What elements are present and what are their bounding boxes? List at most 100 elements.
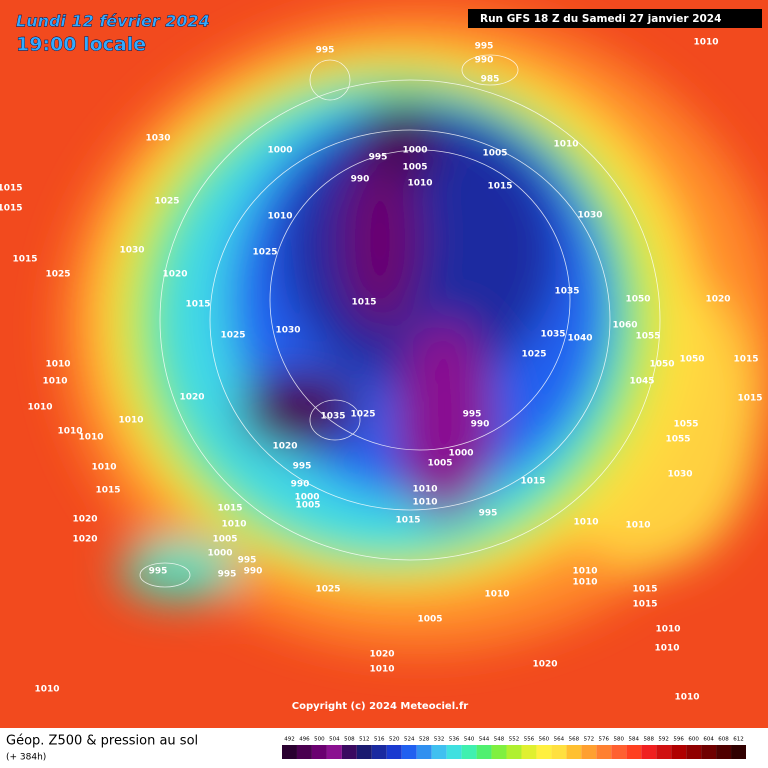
pressure-label: 1000: [267, 146, 292, 156]
scale-label: 556: [524, 737, 535, 743]
pressure-label: 1020: [179, 393, 204, 403]
pressure-label: 1025: [154, 197, 179, 207]
scale-cell: [731, 745, 746, 759]
pressure-label: 1020: [532, 660, 557, 670]
scale-label: 600: [688, 737, 699, 743]
scale-label: 612: [733, 737, 744, 743]
scale-label: 524: [404, 737, 415, 743]
pressure-label: 1020: [72, 515, 97, 525]
scale-label: 608: [718, 737, 729, 743]
pressure-label: 1030: [275, 326, 300, 336]
pressure-label: 1010: [655, 625, 680, 635]
scale-label: 592: [658, 737, 669, 743]
pressure-label: 1015: [185, 300, 210, 310]
scale-cell: [611, 745, 627, 759]
pressure-label: 1000: [448, 449, 473, 459]
scale-cell: [431, 745, 447, 759]
pressure-label: 1000: [402, 146, 427, 156]
scale-label: 504: [329, 737, 340, 743]
scale-label: 584: [628, 737, 639, 743]
pressure-label: 1000: [207, 549, 232, 559]
scale-label: 572: [584, 737, 595, 743]
pressure-label: 1030: [577, 211, 602, 221]
pressure-label: 995: [238, 556, 257, 566]
pressure-label: 1010: [27, 403, 52, 413]
color-scale: 492 496 500 504 508 512 516 520 524 528 532 536 540 5…: [282, 737, 746, 759]
pressure-label: 1005: [402, 163, 427, 173]
scale-label: 532: [434, 737, 445, 743]
pressure-label: 1060: [612, 321, 637, 331]
pressure-label: 1010: [484, 590, 509, 600]
pressure-label: 990: [471, 420, 490, 430]
scale-cell: [656, 745, 672, 759]
footer-subtitle: (+ 384h): [6, 753, 46, 763]
scale-cell: [371, 745, 387, 759]
scale-label: 560: [539, 737, 550, 743]
scale-cell: [491, 745, 507, 759]
pressure-label: 990: [351, 175, 370, 185]
pressure-label: 990: [291, 480, 310, 490]
scale-label: 576: [599, 737, 610, 743]
scale-label: 492: [284, 737, 295, 743]
pressure-label: 1010: [45, 360, 70, 370]
pressure-label: 995: [293, 462, 312, 472]
pressure-label: 1050: [649, 360, 674, 370]
pressure-label: 1000: [294, 493, 319, 503]
pressure-label: 1015: [520, 477, 545, 487]
scale-cell: [386, 745, 402, 759]
pressure-label: 1045: [629, 377, 654, 387]
pressure-label: 995: [479, 509, 498, 519]
scale-label: 512: [359, 737, 370, 743]
pressure-label: 1025: [315, 585, 340, 595]
pressure-label: 1040: [567, 334, 592, 344]
pressure-label: 1030: [145, 134, 170, 144]
pressure-label: 1010: [34, 685, 59, 695]
pressure-label: 1010: [573, 518, 598, 528]
time: 19:00 locale: [16, 34, 146, 56]
pressure-label: 1035: [540, 330, 565, 340]
pressure-label: 1010: [407, 179, 432, 189]
pressure-label: 1030: [119, 246, 144, 256]
pressure-label: 995: [369, 153, 388, 163]
scale-cell: [461, 745, 477, 759]
pressure-label: 1025: [350, 410, 375, 420]
pressure-label: 1020: [705, 295, 730, 305]
pressure-label: 1035: [320, 412, 345, 422]
scale-label: 580: [614, 737, 625, 743]
pressure-label: 1010: [42, 377, 67, 387]
pressure-label: 1010: [625, 521, 650, 531]
scale-cell: [686, 745, 702, 759]
scale-cell: [506, 745, 522, 759]
pressure-label: 1010: [57, 427, 82, 437]
pressure-label: 1015: [733, 355, 758, 365]
pressure-label: 995: [463, 410, 482, 420]
scale-cell: [356, 745, 372, 759]
scale-cell: [521, 745, 537, 759]
pressure-label: 1010: [412, 485, 437, 495]
scale-cell: [401, 745, 417, 759]
pressure-label: 1010: [221, 520, 246, 530]
scale-cell: [671, 745, 687, 759]
pressure-label: 1005: [295, 501, 320, 511]
scale-label: 540: [464, 737, 475, 743]
scale-cell: [626, 745, 642, 759]
scale-cell: [536, 745, 552, 759]
scale-cell: [701, 745, 717, 759]
pressure-label: 1010: [412, 498, 437, 508]
pressure-label: 1010: [674, 693, 699, 703]
pressure-label: 1005: [482, 149, 507, 159]
pressure-label: 995: [316, 46, 335, 56]
pressure-label: 1010: [78, 433, 103, 443]
scale-label: 588: [643, 737, 654, 743]
pressure-label: 1015: [632, 585, 657, 595]
scale-label: 552: [509, 737, 520, 743]
pressure-label: 1010: [572, 567, 597, 577]
pressure-label: 1010: [572, 578, 597, 588]
pressure-label: 1025: [220, 331, 245, 341]
pressure-label: 1025: [521, 350, 546, 360]
pressure-label: 1020: [272, 442, 297, 452]
run-box: [468, 9, 762, 28]
pressure-label: 1010: [267, 212, 292, 222]
pressure-label: 995: [149, 567, 168, 577]
pressure-label: 1010: [654, 644, 679, 654]
